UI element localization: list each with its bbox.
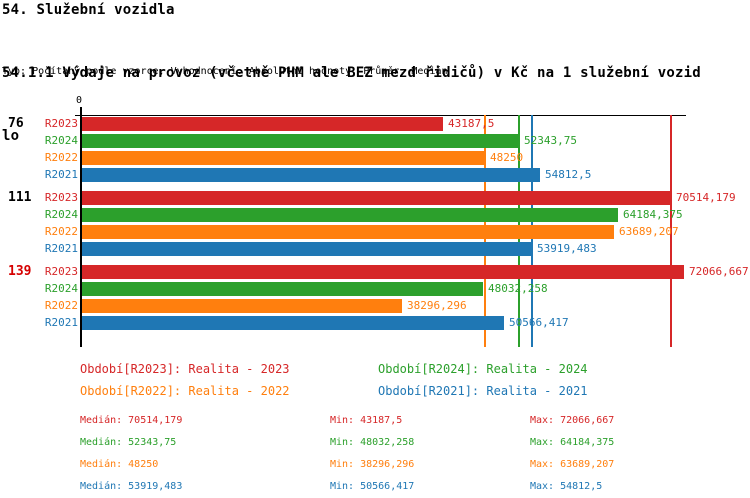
stat-min: Min: 48032,258 xyxy=(330,436,415,448)
stats: Medián: 70514,179 Min: 43187,5 Max: 72066,… xyxy=(80,409,614,497)
chart-subtitle-line-2: lo xyxy=(2,128,20,144)
bar-value-label: 72066,667 xyxy=(689,265,749,278)
bar-row-r2021: R2021 53919,483 xyxy=(0,242,750,256)
legend-item-r2024: Období[R2024]: Realita - 2024 xyxy=(378,362,588,376)
bar-row-r2023: R2023 72066,667 xyxy=(0,265,750,279)
bar xyxy=(82,316,504,330)
row-label: R2024 xyxy=(44,282,78,295)
chart-plot: 0 76 R2023 43187,5 R2024 52343,75 R2022 48250 R… xyxy=(0,95,750,355)
stat-max: Max: 63689,207 xyxy=(530,458,615,470)
stat-median: Medián: 53919,483 xyxy=(80,480,183,492)
stats-row-r2023: Medián: 70514,179 Min: 43187,5 Max: 72066,… xyxy=(80,409,614,431)
axis-vertical-line xyxy=(80,107,82,347)
bar-group-76: 76 R2023 43187,5 R2024 52343,75 R2022 48250 R20… xyxy=(0,117,750,182)
bar xyxy=(82,191,671,205)
legend: Období[R2023]: Realita - 2023 Období[R202… xyxy=(80,362,588,398)
stat-max: Max: 64184,375 xyxy=(530,436,615,448)
chart-subtitle: 54.1.1 Výdaje na provoz (včetně PHM ale … xyxy=(2,21,701,168)
bar-value-label: 70514,179 xyxy=(676,191,736,204)
bar xyxy=(82,242,532,256)
bar-row-r2024: R2024 64184,375 xyxy=(0,208,750,222)
row-label: R2023 xyxy=(44,117,78,130)
bar xyxy=(82,134,519,148)
bar xyxy=(82,265,684,279)
bar-value-label: 63689,207 xyxy=(619,225,679,238)
chart-meta-info: Typ: Počítaný podle vzorce, Vyhodnocení:… xyxy=(2,66,448,77)
chart-subtitle-line-1: 54.1.1 Výdaje na provoz (včetně PHM ale … xyxy=(2,65,701,81)
group-label: 76 xyxy=(8,116,24,131)
bar-value-label: 52343,75 xyxy=(524,134,577,147)
row-label: R2024 xyxy=(44,134,78,147)
stats-row-r2024: Medián: 52343,75 Min: 48032,258 Max: 64184… xyxy=(80,431,614,453)
bar-group-111: 111 R2023 70514,179 R2024 64184,375 R2022 6368… xyxy=(0,191,750,256)
bar xyxy=(82,282,483,296)
bar xyxy=(82,168,540,182)
row-label: R2021 xyxy=(44,316,78,329)
bar-row-r2023: R2023 70514,179 xyxy=(0,191,750,205)
bar xyxy=(82,299,402,313)
row-label: R2021 xyxy=(44,242,78,255)
bar xyxy=(82,225,614,239)
bar xyxy=(82,151,485,165)
bar-value-label: 50566,417 xyxy=(509,316,569,329)
bar-row-r2022: R2022 63689,207 xyxy=(0,225,750,239)
row-label: R2022 xyxy=(44,225,78,238)
row-label: R2022 xyxy=(44,151,78,164)
stats-row-r2022: Medián: 48250 Min: 38296,296 Max: 63689,20… xyxy=(80,453,614,475)
bar-row-r2022: R2022 48250 xyxy=(0,151,750,165)
row-label: R2023 xyxy=(44,265,78,278)
bar-value-label: 48032,258 xyxy=(488,282,548,295)
legend-item-r2021: Období[R2021]: Realita - 2021 xyxy=(378,384,588,398)
row-label: R2021 xyxy=(44,168,78,181)
stat-min: Min: 50566,417 xyxy=(330,480,415,492)
bar-row-r2023: R2023 43187,5 xyxy=(0,117,750,131)
bar-value-label: 54812,5 xyxy=(545,168,592,181)
bar xyxy=(82,208,618,222)
bar-value-label: 48250 xyxy=(490,151,524,164)
stat-median: Medián: 52343,75 xyxy=(80,436,177,448)
bar-row-r2024: R2024 48032,258 xyxy=(0,282,750,296)
bar-group-139: 139 R2023 72066,667 R2024 48032,258 R2022 3829… xyxy=(0,265,750,330)
bar-value-label: 53919,483 xyxy=(537,242,597,255)
row-label: R2024 xyxy=(44,208,78,221)
bar-value-label: 43187,5 xyxy=(448,117,495,130)
page-title: 54. Služební vozidla xyxy=(2,2,175,18)
bar-row-r2024: R2024 52343,75 xyxy=(0,134,750,148)
bar-value-label: 64184,375 xyxy=(623,208,683,221)
bar-value-label: 38296,296 xyxy=(407,299,467,312)
legend-item-r2023: Období[R2023]: Realita - 2023 xyxy=(80,362,290,376)
group-label: 111 xyxy=(8,190,32,205)
stat-median: Medián: 48250 xyxy=(80,458,159,470)
row-label: R2022 xyxy=(44,299,78,312)
stat-max: Max: 72066,667 xyxy=(530,414,615,426)
stats-row-r2021: Medián: 53919,483 Min: 50566,417 Max: 5481… xyxy=(80,475,614,497)
bar-row-r2021: R2021 50566,417 xyxy=(0,316,750,330)
bar xyxy=(82,117,443,131)
stat-median: Medián: 70514,179 xyxy=(80,414,183,426)
stat-min: Min: 38296,296 xyxy=(330,458,415,470)
bar-row-r2022: R2022 38296,296 xyxy=(0,299,750,313)
legend-item-r2022: Období[R2022]: Realita - 2022 xyxy=(80,384,290,398)
stat-min: Min: 43187,5 xyxy=(330,414,403,426)
axis-top-line xyxy=(75,115,686,116)
bar-row-r2021: R2021 54812,5 xyxy=(0,168,750,182)
axis-zero-tick-label: 0 xyxy=(76,95,83,106)
stat-max: Max: 54812,5 xyxy=(530,480,603,492)
chart-groups: 76 R2023 43187,5 R2024 52343,75 R2022 48250 R20… xyxy=(0,117,750,339)
median-line-r2023 xyxy=(670,115,672,347)
group-label: 139 xyxy=(8,264,32,279)
row-label: R2023 xyxy=(44,191,78,204)
